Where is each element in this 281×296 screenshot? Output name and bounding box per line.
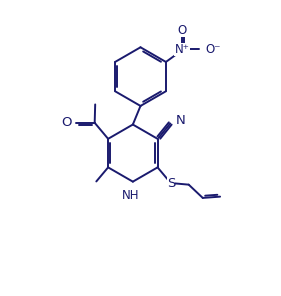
Text: O: O — [61, 115, 72, 128]
Text: S: S — [167, 177, 175, 190]
Text: N⁺: N⁺ — [175, 43, 189, 56]
Text: O⁻: O⁻ — [205, 43, 221, 56]
Text: O: O — [177, 24, 187, 37]
Text: NH: NH — [122, 189, 140, 202]
Text: N: N — [176, 114, 186, 127]
